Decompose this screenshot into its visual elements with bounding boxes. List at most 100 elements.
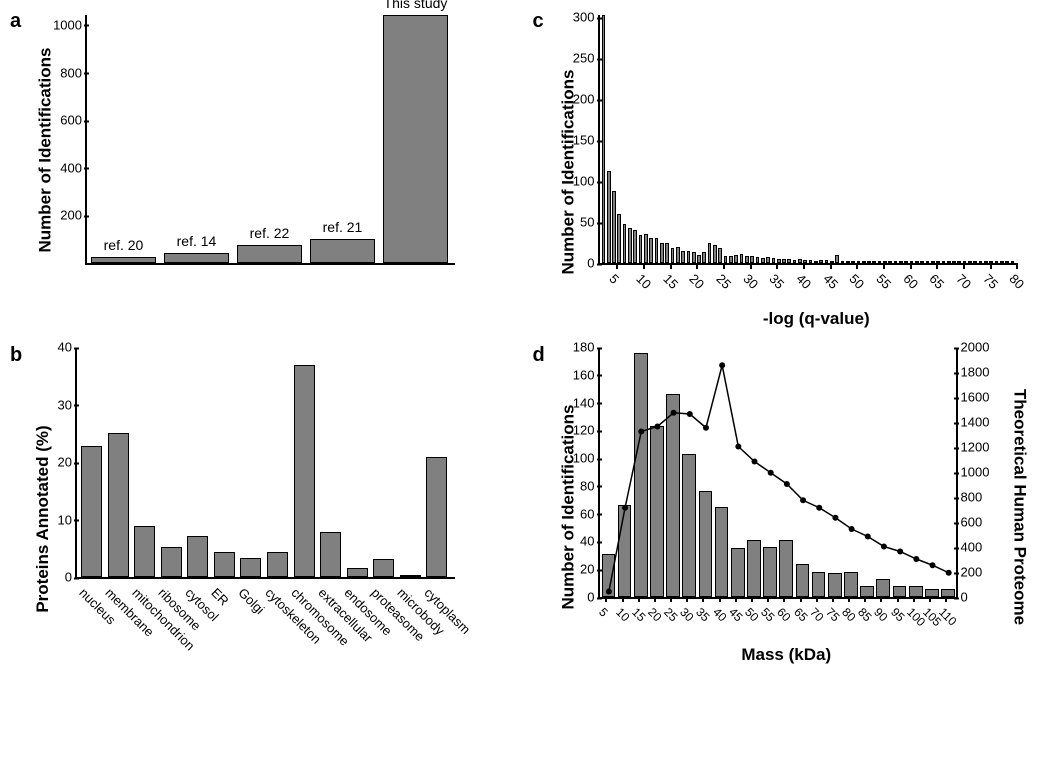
bar xyxy=(708,243,712,263)
bar xyxy=(655,238,659,263)
bar xyxy=(734,255,738,263)
bar xyxy=(984,261,988,263)
xlabel: 70 xyxy=(953,271,974,292)
ytick: 20 xyxy=(555,562,595,577)
y2tick: 1000 xyxy=(961,465,1001,480)
bar xyxy=(671,248,675,263)
y2tick: 200 xyxy=(961,565,1001,580)
ytick: 80 xyxy=(555,478,595,493)
bar xyxy=(968,261,972,263)
ytick: 100 xyxy=(555,174,595,189)
xlabel: 110 xyxy=(936,605,959,628)
ytick: 50 xyxy=(555,215,595,230)
panel-c-xtitle: -log (q-value) xyxy=(598,309,1036,329)
bar xyxy=(952,261,956,263)
bar xyxy=(947,261,951,263)
xlabel: 5 xyxy=(596,605,611,620)
xlabel: 60 xyxy=(900,271,921,292)
bar xyxy=(745,256,749,263)
bar xyxy=(787,259,791,263)
bar xyxy=(718,248,722,263)
bar xyxy=(623,224,627,263)
xlabel: 50 xyxy=(847,271,868,292)
bar xyxy=(779,540,793,597)
bar xyxy=(904,261,908,263)
bar xyxy=(756,257,760,263)
bar xyxy=(692,252,696,263)
bar-annot: ref. 21 xyxy=(323,219,363,235)
ytick: 40 xyxy=(32,340,72,355)
bar xyxy=(747,540,761,597)
bar xyxy=(750,256,754,263)
y2tick: 2000 xyxy=(961,340,1001,355)
xlabel: 10 xyxy=(633,271,654,292)
ytick: 30 xyxy=(32,397,72,412)
bar xyxy=(729,256,733,263)
xlabel: 45 xyxy=(820,271,841,292)
bar xyxy=(81,446,102,577)
bar xyxy=(860,586,874,597)
panel-b-plot: 010203040 xyxy=(75,349,455,579)
y2tick: 400 xyxy=(961,540,1001,555)
bar xyxy=(995,261,999,263)
bar xyxy=(383,15,448,263)
bar xyxy=(899,261,903,263)
ytick: 100 xyxy=(555,451,595,466)
figure-grid: a Number of Identifications 200400600800… xyxy=(15,15,1035,689)
panel-d-xtitle: Mass (kDa) xyxy=(598,645,976,665)
bar xyxy=(872,261,876,263)
bar xyxy=(426,457,447,577)
bar xyxy=(607,171,611,263)
bar xyxy=(666,394,680,597)
panel-c-label: c xyxy=(533,10,544,33)
ytick: 1000 xyxy=(42,17,82,32)
xlabel: Golgi xyxy=(235,585,267,617)
bar xyxy=(888,261,892,263)
ytick: 150 xyxy=(555,133,595,148)
bar xyxy=(782,259,786,263)
ytick: 200 xyxy=(555,92,595,107)
ytick: 10 xyxy=(32,512,72,527)
ytick: 300 xyxy=(555,10,595,25)
bar xyxy=(814,261,818,263)
bar xyxy=(602,15,606,263)
bar xyxy=(878,261,882,263)
xlabel: 80 xyxy=(1007,271,1028,292)
panel-d-label: d xyxy=(533,344,545,367)
bar xyxy=(713,245,717,263)
bar xyxy=(633,230,637,263)
bar xyxy=(809,260,813,263)
bar xyxy=(682,454,696,597)
bar xyxy=(812,572,826,597)
panel-d-plot: 020406080100120140160180 020040060080010… xyxy=(598,349,958,599)
bar xyxy=(920,261,924,263)
bar-annot: ref. 14 xyxy=(177,233,217,249)
bar xyxy=(763,547,777,597)
ytick: 180 xyxy=(555,340,595,355)
xlabel: 65 xyxy=(927,271,948,292)
bar xyxy=(628,228,632,263)
ytick: 400 xyxy=(42,160,82,175)
bar xyxy=(649,238,653,263)
bar xyxy=(634,353,648,597)
xlabel: 55 xyxy=(873,271,894,292)
bar xyxy=(862,261,866,263)
ytick: 40 xyxy=(555,534,595,549)
bar xyxy=(347,568,368,577)
bar xyxy=(187,536,208,577)
bar xyxy=(602,554,616,597)
xlabel: 20 xyxy=(687,271,708,292)
bar xyxy=(942,261,946,263)
bar xyxy=(876,579,890,597)
bar xyxy=(851,261,855,263)
ytick: 600 xyxy=(42,113,82,128)
bar xyxy=(240,558,261,577)
bar xyxy=(373,559,394,577)
bar xyxy=(973,261,977,263)
bar-annot: This study xyxy=(384,0,448,11)
panel-c-plot: 050100150200250300 xyxy=(598,15,1018,265)
bar xyxy=(931,261,935,263)
y2tick: 1600 xyxy=(961,390,1001,405)
bar xyxy=(761,258,765,263)
bar xyxy=(681,251,685,263)
